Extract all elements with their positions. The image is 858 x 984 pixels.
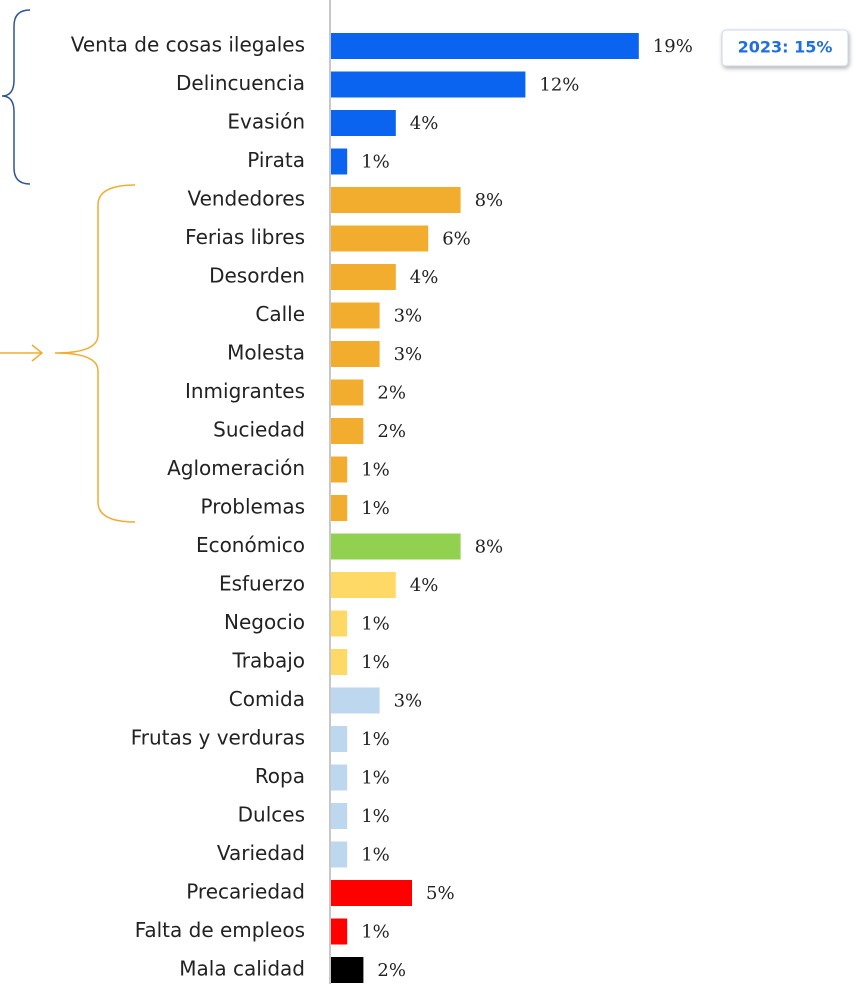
- bar: [331, 803, 348, 829]
- bar: [331, 187, 461, 213]
- value-label: 5%: [426, 883, 455, 904]
- category-label: Frutas y verduras: [131, 726, 305, 750]
- bar: [331, 533, 461, 560]
- category-label: Precariedad: [186, 880, 305, 904]
- value-label: 1%: [361, 460, 390, 481]
- bar: [331, 572, 396, 598]
- category-label: Aglomeración: [167, 456, 305, 480]
- value-label: 1%: [361, 845, 390, 866]
- bar: [331, 649, 348, 675]
- value-label: 1%: [361, 922, 390, 943]
- value-label: 4%: [410, 113, 439, 134]
- category-label: Pirata: [247, 148, 305, 172]
- value-label: 8%: [475, 537, 504, 558]
- bar: [331, 341, 380, 367]
- bar: [331, 71, 526, 98]
- value-label: 1%: [361, 768, 390, 789]
- category-label: Suciedad: [213, 418, 305, 442]
- category-label: Desorden: [209, 264, 305, 288]
- value-label: 1%: [361, 614, 390, 635]
- bar: [331, 841, 348, 868]
- category-label: Ropa: [255, 764, 305, 788]
- category-label: Trabajo: [232, 649, 306, 673]
- bar: [331, 764, 348, 791]
- category-label: Molesta: [227, 341, 305, 365]
- category-label: Calle: [255, 302, 305, 326]
- bar: [331, 918, 348, 945]
- value-label: 6%: [442, 229, 471, 250]
- value-label: 19%: [653, 36, 693, 57]
- value-label: 2%: [377, 383, 406, 404]
- bar: [331, 687, 380, 714]
- category-label: Ferias libres: [185, 225, 305, 249]
- value-label: 2%: [377, 960, 406, 981]
- category-label: Delincuencia: [176, 71, 305, 95]
- bar: [331, 880, 412, 906]
- category-label: Económico: [196, 533, 305, 557]
- value-label: 1%: [361, 652, 390, 673]
- value-label: 1%: [361, 498, 390, 519]
- bar: [331, 418, 364, 444]
- value-label: 1%: [361, 806, 390, 827]
- value-label: 3%: [394, 344, 423, 365]
- bar: [331, 225, 429, 252]
- bar: [331, 379, 364, 406]
- arrow: [0, 344, 44, 362]
- annotation: 2023: 15%: [738, 38, 833, 57]
- bar: [331, 264, 396, 290]
- category-label: Comida: [229, 687, 305, 711]
- value-label: 12%: [539, 75, 579, 96]
- value-label: 2%: [377, 421, 406, 442]
- category-label: Mala calidad: [179, 957, 305, 981]
- category-label: Negocio: [224, 610, 305, 634]
- category-label: Inmigrantes: [185, 379, 305, 403]
- category-label: Falta de empleos: [135, 918, 305, 942]
- bar: [331, 148, 348, 175]
- value-label: 8%: [475, 190, 504, 211]
- category-label: Dulces: [238, 803, 305, 827]
- bar: [331, 495, 348, 521]
- category-label: Variedad: [217, 841, 305, 865]
- category-label: Venta de cosas ilegales: [71, 33, 305, 57]
- bar: [331, 726, 348, 752]
- value-label: 3%: [394, 691, 423, 712]
- bar: [331, 33, 639, 59]
- bar: [331, 456, 348, 483]
- bracket: [1, 9, 31, 185]
- bar: [331, 110, 396, 136]
- bar: [331, 957, 364, 983]
- value-label: 4%: [410, 267, 439, 288]
- bar: [331, 302, 380, 329]
- category-label: Evasión: [227, 110, 305, 134]
- value-label: 1%: [361, 729, 390, 750]
- bar: [331, 610, 348, 637]
- category-label: Esfuerzo: [219, 572, 305, 596]
- category-label: Problemas: [201, 495, 305, 519]
- value-label: 1%: [361, 152, 390, 173]
- annotation-box: [721, 29, 849, 67]
- value-label: 3%: [394, 306, 423, 327]
- bracket: [54, 184, 136, 523]
- value-label: 4%: [410, 575, 439, 596]
- category-label: Vendedores: [187, 187, 305, 211]
